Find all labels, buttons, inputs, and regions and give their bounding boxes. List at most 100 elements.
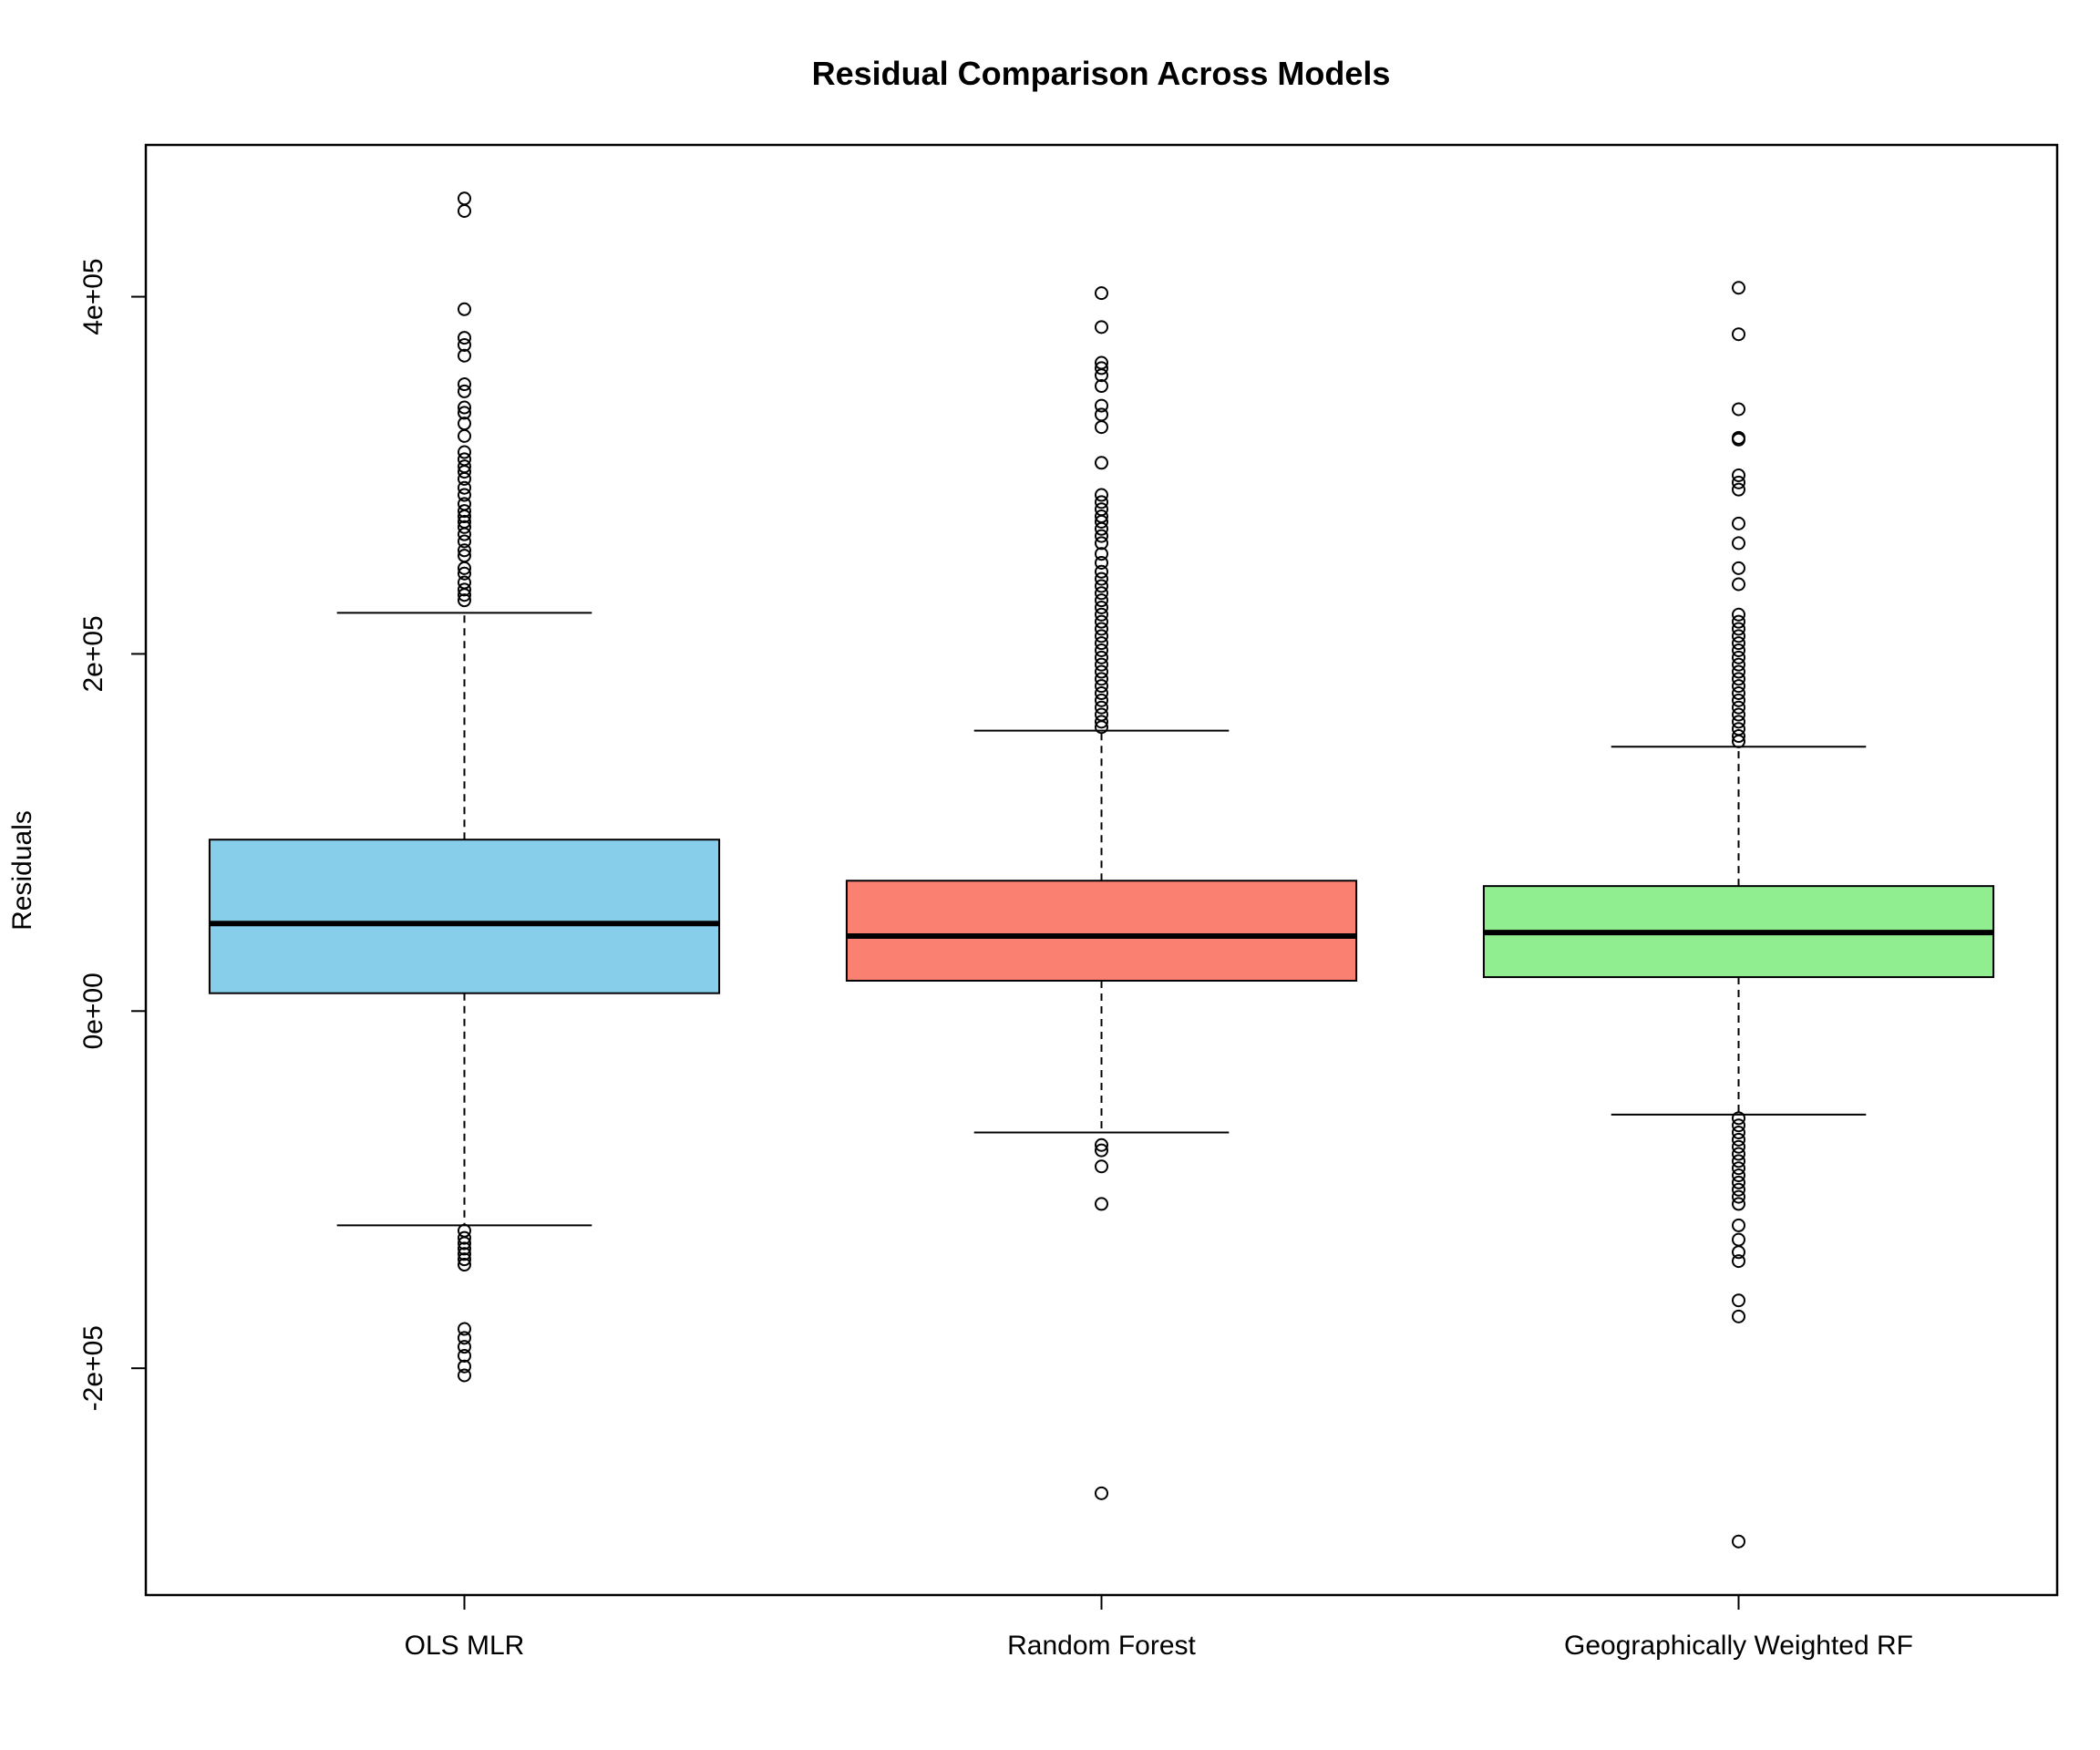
outlier-point	[1732, 650, 1745, 664]
boxes-layer	[208, 191, 1995, 1549]
outlier-point	[1095, 622, 1108, 636]
outlier-point	[1732, 536, 1745, 551]
chart-title: Residual Comparison Across Models	[812, 55, 1391, 92]
outlier-point	[1732, 1126, 1745, 1140]
outlier-point	[1732, 729, 1745, 744]
outlier-point	[1732, 1218, 1745, 1232]
outlier-point	[1732, 636, 1745, 651]
outlier-point	[1095, 488, 1108, 502]
outlier-point	[1095, 379, 1108, 394]
outlier-point	[1732, 614, 1745, 629]
outlier-point	[458, 1331, 471, 1345]
outlier-point	[1732, 1245, 1745, 1260]
outlier-point	[458, 384, 471, 398]
outlier-point	[1732, 664, 1745, 679]
outlier-point	[458, 488, 471, 502]
outlier-point	[458, 471, 471, 486]
outlier-point	[458, 1258, 471, 1272]
outlier-point	[458, 588, 471, 602]
outlier-point	[458, 203, 471, 218]
outlier-point	[1732, 679, 1745, 694]
outlier-point	[1732, 715, 1745, 729]
outlier-point	[1732, 475, 1745, 489]
outlier-point	[458, 465, 471, 479]
outlier-point	[1095, 600, 1108, 614]
outlier-point	[458, 1322, 471, 1336]
y-tick-label: 4e+05	[78, 258, 108, 335]
outlier-point	[458, 1348, 471, 1363]
y-axis: -2e+05 0e+00 2e+05 4e+05	[78, 258, 146, 1411]
outlier-point	[458, 1252, 471, 1267]
outlier-point	[1732, 1132, 1745, 1147]
outlier-point	[1732, 1309, 1745, 1323]
y-axis-label: Residuals	[7, 810, 37, 931]
y-tick-label: 0e+00	[78, 973, 108, 1049]
outlier-point	[1732, 432, 1745, 447]
outlier-point	[1095, 657, 1108, 672]
x-tick-label: Geographically Weighted RF	[1564, 1631, 1913, 1661]
outlier-point	[1095, 514, 1108, 529]
outlier-point	[1095, 495, 1108, 510]
outlier-point	[458, 331, 471, 345]
outlier-point	[1095, 679, 1108, 694]
outlier-point	[1095, 636, 1108, 651]
outlier-point	[1095, 398, 1108, 413]
outlier-point	[458, 561, 471, 575]
outlier-point	[1732, 1182, 1745, 1197]
outlier-point	[458, 191, 471, 206]
outlier-point	[1095, 686, 1108, 701]
outlier-point	[1732, 643, 1745, 657]
outlier-point	[1732, 577, 1745, 592]
outlier-point	[1732, 1175, 1745, 1189]
outlier-point	[1732, 516, 1745, 530]
outlier-point	[1095, 629, 1108, 643]
outlier-point	[1095, 286, 1108, 301]
outlier-point	[1732, 1168, 1745, 1183]
outlier-point	[1095, 320, 1108, 335]
outlier-point	[1095, 664, 1108, 679]
outlier-point	[1732, 1118, 1745, 1133]
outlier-point	[1095, 1486, 1108, 1500]
outlier-point	[458, 400, 471, 415]
outlier-point	[458, 1359, 471, 1374]
outlier-point	[1732, 561, 1745, 575]
outlier-point	[1732, 281, 1745, 295]
outlier-point	[1095, 693, 1108, 707]
outlier-point	[1732, 1232, 1745, 1247]
outlier-point	[1095, 715, 1108, 729]
box-group	[845, 286, 1358, 1500]
outlier-point	[1732, 1534, 1745, 1549]
outlier-point	[1732, 1139, 1745, 1154]
outlier-point	[1732, 686, 1745, 701]
outlier-point	[458, 582, 471, 597]
outlier-point	[1095, 1159, 1108, 1174]
x-axis: OLS MLR Random Forest Geographically Weigh…	[405, 1595, 1913, 1661]
outlier-point	[1095, 720, 1108, 735]
outlier-point	[1095, 368, 1108, 383]
outlier-point	[458, 566, 471, 581]
outlier-point	[1095, 564, 1108, 579]
outlier-point	[458, 504, 471, 519]
x-tick-label: OLS MLR	[405, 1631, 525, 1661]
y-tick-label: 2e+05	[78, 615, 108, 692]
outlier-point	[458, 348, 471, 363]
outlier-point	[458, 1247, 471, 1261]
outlier-point	[1732, 707, 1745, 722]
outlier-point	[1095, 547, 1108, 561]
outlier-point	[1095, 420, 1108, 435]
outlier-point	[458, 527, 471, 541]
outlier-point	[1732, 1189, 1745, 1204]
outlier-point	[1095, 1197, 1108, 1211]
outlier-point	[1732, 622, 1745, 636]
outlier-point	[1095, 536, 1108, 551]
outlier-point	[1732, 700, 1745, 715]
outlier-point	[1732, 482, 1745, 497]
outlier-point	[1732, 402, 1745, 417]
outlier-point	[1732, 327, 1745, 342]
y-tick-label: -2e+05	[78, 1325, 108, 1411]
outlier-point	[1095, 650, 1108, 664]
box-group	[208, 191, 721, 1383]
outlier-point	[1732, 1197, 1745, 1211]
outlier-point	[1095, 586, 1108, 601]
outlier-point	[1732, 672, 1745, 686]
